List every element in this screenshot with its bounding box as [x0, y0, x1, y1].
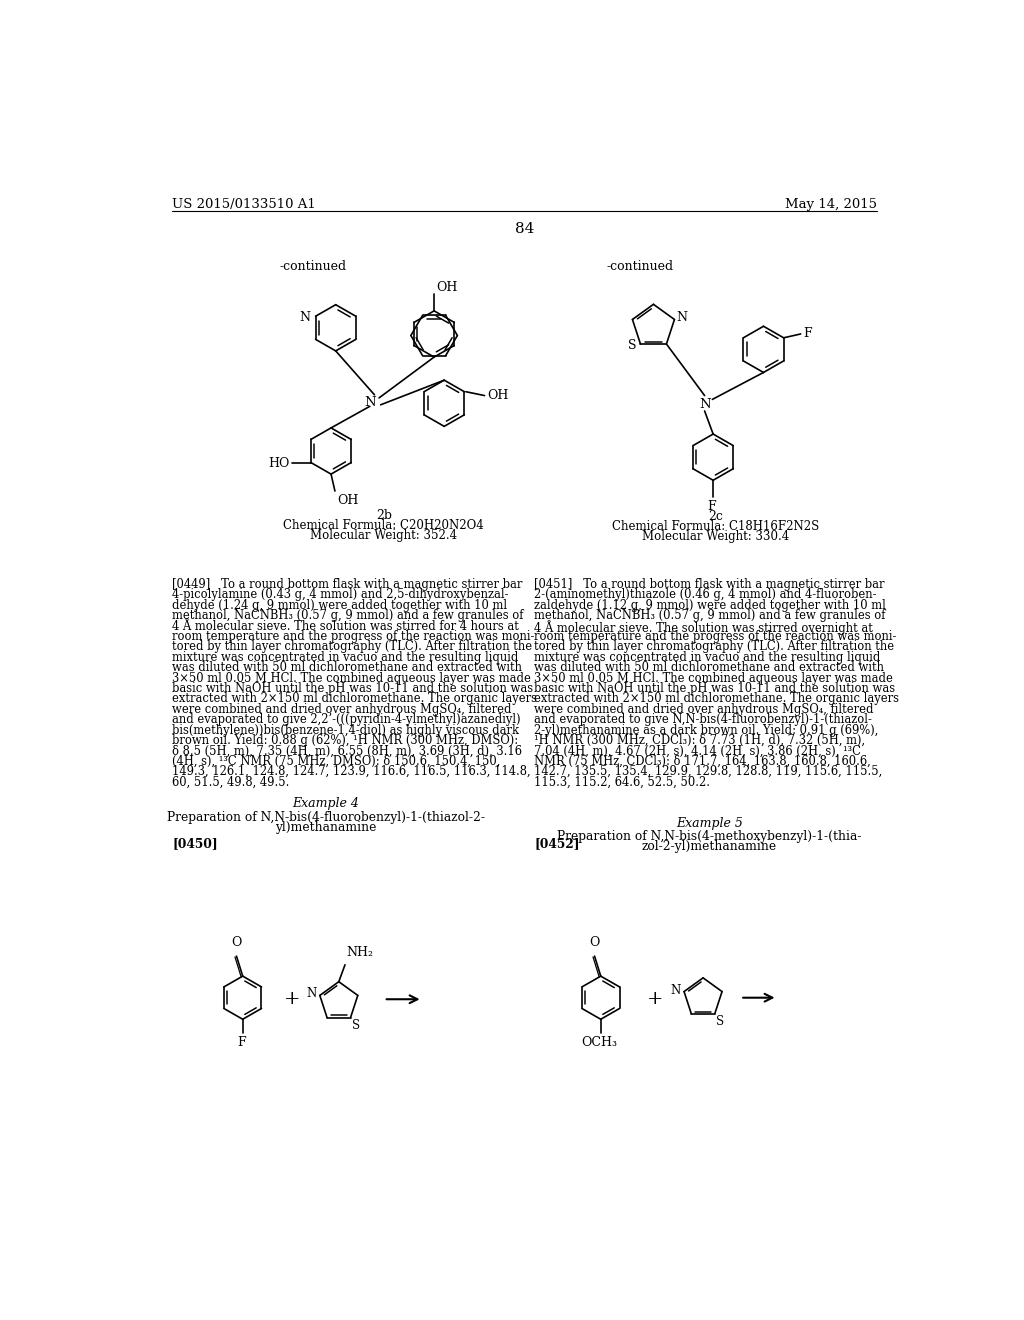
Text: N: N	[365, 396, 377, 409]
Text: 60, 51.5, 49.8, 49.5.: 60, 51.5, 49.8, 49.5.	[172, 776, 290, 788]
Text: 2-yl)methanamine as a dark brown oil. Yield: 0.91 g (69%),: 2-yl)methanamine as a dark brown oil. Yi…	[535, 723, 879, 737]
Text: OH: OH	[436, 281, 458, 294]
Text: OH: OH	[486, 389, 508, 403]
Text: zaldehyde (1.12 g, 9 mmol) were added together with 10 ml: zaldehyde (1.12 g, 9 mmol) were added to…	[535, 599, 886, 612]
Text: methanol, NaCNBH₃ (0.57 g, 9 mmol) and a few granules of: methanol, NaCNBH₃ (0.57 g, 9 mmol) and a…	[535, 610, 886, 622]
Text: -continued: -continued	[607, 260, 674, 273]
Text: HO: HO	[268, 457, 289, 470]
Text: S: S	[717, 1015, 724, 1028]
Text: Molecular Weight: 330.4: Molecular Weight: 330.4	[642, 529, 790, 543]
Text: May 14, 2015: May 14, 2015	[785, 198, 878, 211]
Text: [0452]: [0452]	[535, 837, 580, 850]
Text: O: O	[590, 936, 600, 949]
Text: [0450]: [0450]	[172, 837, 218, 850]
Text: NMR (75 MHz, CDCl₃): δ 171.7, 164, 163.8, 160.8, 160.6,: NMR (75 MHz, CDCl₃): δ 171.7, 164, 163.8…	[535, 755, 870, 768]
Text: Chemical Formula: C18H16F2N2S: Chemical Formula: C18H16F2N2S	[611, 520, 819, 532]
Text: Molecular Weight: 352.4: Molecular Weight: 352.4	[310, 529, 458, 541]
Text: [0449]   To a round bottom flask with a magnetic stirrer bar: [0449] To a round bottom flask with a ma…	[172, 578, 522, 591]
Text: Preparation of N,N-bis(4-methoxybenzyl)-1-(thia-: Preparation of N,N-bis(4-methoxybenzyl)-…	[557, 830, 861, 843]
Text: ¹H NMR (300 MHz, CDCl₃): δ 7.73 (1H, d), 7.32 (5H, m),: ¹H NMR (300 MHz, CDCl₃): δ 7.73 (1H, d),…	[535, 734, 865, 747]
Text: 149.3, 126.1, 124.8, 124.7, 123.9, 116.6, 116.5, 116.3, 114.8,: 149.3, 126.1, 124.8, 124.7, 123.9, 116.6…	[172, 766, 530, 779]
Text: -continued: -continued	[280, 260, 346, 273]
Text: F: F	[237, 1036, 246, 1049]
Text: 2b: 2b	[376, 508, 392, 521]
Text: [0451]   To a round bottom flask with a magnetic stirrer bar: [0451] To a round bottom flask with a ma…	[535, 578, 885, 591]
Text: N: N	[671, 983, 681, 997]
Text: 4 Å molecular sieve. The solution was stirred for 4 hours at: 4 Å molecular sieve. The solution was st…	[172, 619, 519, 632]
Text: mixture was concentrated in vacuo and the resulting liquid: mixture was concentrated in vacuo and th…	[172, 651, 518, 664]
Text: N: N	[676, 312, 687, 325]
Text: Chemical Formula: C20H20N2O4: Chemical Formula: C20H20N2O4	[284, 519, 484, 532]
Text: 4-picolylamine (0.43 g, 4 mmol) and 2,5-dihydroxybenzal-: 4-picolylamine (0.43 g, 4 mmol) and 2,5-…	[172, 589, 509, 602]
Text: S: S	[352, 1019, 360, 1032]
Text: N: N	[699, 399, 712, 412]
Text: zol-2-yl)methanamine: zol-2-yl)methanamine	[642, 840, 777, 853]
Text: room temperature and the progress of the reaction was moni-: room temperature and the progress of the…	[172, 630, 535, 643]
Text: extracted with 2×150 ml dichloromethane. The organic layers: extracted with 2×150 ml dichloromethane.…	[535, 693, 899, 705]
Text: Example 4: Example 4	[292, 797, 359, 810]
Text: 2-(aminomethyl)thiazole (0.46 g, 4 mmol) and 4-fluoroben-: 2-(aminomethyl)thiazole (0.46 g, 4 mmol)…	[535, 589, 877, 602]
Text: Example 5: Example 5	[676, 817, 742, 830]
Text: basic with NaOH until the pH was 10-11 and the solution was: basic with NaOH until the pH was 10-11 a…	[172, 682, 534, 696]
Text: OCH₃: OCH₃	[582, 1036, 617, 1049]
Text: +: +	[284, 990, 301, 1008]
Text: O: O	[231, 936, 242, 949]
Text: 115.3, 115.2, 64.6, 52.5, 50.2.: 115.3, 115.2, 64.6, 52.5, 50.2.	[535, 776, 710, 788]
Text: 84: 84	[515, 222, 535, 235]
Text: N: N	[306, 987, 316, 1001]
Text: dehyde (1.24 g, 9 mmol) were added together with 10 ml: dehyde (1.24 g, 9 mmol) were added toget…	[172, 599, 507, 612]
Text: 2c: 2c	[708, 510, 723, 523]
Text: methanol, NaCNBH₃ (0.57 g, 9 mmol) and a few granules of: methanol, NaCNBH₃ (0.57 g, 9 mmol) and a…	[172, 610, 523, 622]
Text: δ 8.5 (5H, m), 7.35 (4H, m), 6.55 (8H, m), 3.69 (3H, d), 3.16: δ 8.5 (5H, m), 7.35 (4H, m), 6.55 (8H, m…	[172, 744, 522, 758]
Text: +: +	[647, 990, 664, 1008]
Text: tored by thin layer chromatography (TLC). After filtration the: tored by thin layer chromatography (TLC)…	[172, 640, 532, 653]
Text: was diluted with 50 ml dichloromethane and extracted with: was diluted with 50 ml dichloromethane a…	[172, 661, 522, 675]
Text: Preparation of N,N-bis(4-fluorobenzyl)-1-(thiazol-2-: Preparation of N,N-bis(4-fluorobenzyl)-1…	[167, 810, 484, 824]
Text: bis(methylene))bis(benzene-1,4-diol) as highly viscous dark: bis(methylene))bis(benzene-1,4-diol) as …	[172, 723, 519, 737]
Text: N: N	[299, 310, 310, 323]
Text: 7.04 (4H, m), 4.67 (2H, s), 4.14 (2H, s), 3.86 (2H, s), ¹³C: 7.04 (4H, m), 4.67 (2H, s), 4.14 (2H, s)…	[535, 744, 861, 758]
Text: F: F	[708, 500, 716, 513]
Text: were combined and dried over anhydrous MgSO₄, filtered: were combined and dried over anhydrous M…	[172, 702, 512, 715]
Text: (4H, s), ¹³C NMR (75 MHz, DMSO): δ 150.6, 150.4, 150,: (4H, s), ¹³C NMR (75 MHz, DMSO): δ 150.6…	[172, 755, 501, 768]
Text: F: F	[803, 327, 812, 341]
Text: NH₂: NH₂	[346, 945, 374, 958]
Text: tored by thin layer chromatography (TLC). After filtration the: tored by thin layer chromatography (TLC)…	[535, 640, 894, 653]
Text: brown oil. Yield: 0.88 g (62%), ¹H NMR (300 MHz, DMSO):: brown oil. Yield: 0.88 g (62%), ¹H NMR (…	[172, 734, 518, 747]
Text: US 2015/0133510 A1: US 2015/0133510 A1	[172, 198, 316, 211]
Text: room temperature and the progress of the reaction was moni-: room temperature and the progress of the…	[535, 630, 896, 643]
Text: 4 Å molecular sieve. The solution was stirred overnight at: 4 Å molecular sieve. The solution was st…	[535, 619, 873, 635]
Text: OH: OH	[337, 494, 358, 507]
Text: S: S	[628, 339, 637, 352]
Text: 142.7, 135.5, 135.4, 129.9, 129.8, 128.8, 119, 115.6, 115.5,: 142.7, 135.5, 135.4, 129.9, 129.8, 128.8…	[535, 766, 883, 779]
Text: yl)methanamine: yl)methanamine	[274, 821, 376, 834]
Text: was diluted with 50 ml dichloromethane and extracted with: was diluted with 50 ml dichloromethane a…	[535, 661, 884, 675]
Text: 3×50 ml 0.05 M HCl. The combined aqueous layer was made: 3×50 ml 0.05 M HCl. The combined aqueous…	[172, 672, 531, 685]
Text: and evaporated to give N,N-bis(4-fluorobenzyl)-1-(thiazol-: and evaporated to give N,N-bis(4-fluorob…	[535, 713, 872, 726]
Text: extracted with 2×150 ml dichloromethane. The organic layers: extracted with 2×150 ml dichloromethane.…	[172, 693, 538, 705]
Text: mixture was concentrated in vacuo and the resulting liquid: mixture was concentrated in vacuo and th…	[535, 651, 881, 664]
Text: and evaporated to give 2,2’-(((pyridin-4-ylmethyl)azanediyl): and evaporated to give 2,2’-(((pyridin-4…	[172, 713, 521, 726]
Text: 3×50 ml 0.05 M HCl. The combined aqueous layer was made: 3×50 ml 0.05 M HCl. The combined aqueous…	[535, 672, 893, 685]
Text: were combined and dried over anhydrous MgSO₄, filtered: were combined and dried over anhydrous M…	[535, 702, 873, 715]
Text: basic with NaOH until the pH was 10-11 and the solution was: basic with NaOH until the pH was 10-11 a…	[535, 682, 895, 696]
